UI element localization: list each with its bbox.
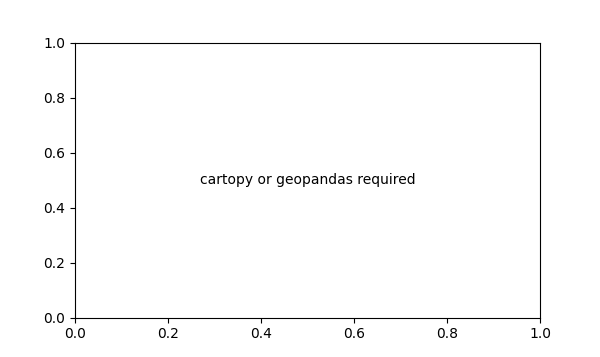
Text: cartopy or geopandas required: cartopy or geopandas required — [200, 173, 415, 187]
